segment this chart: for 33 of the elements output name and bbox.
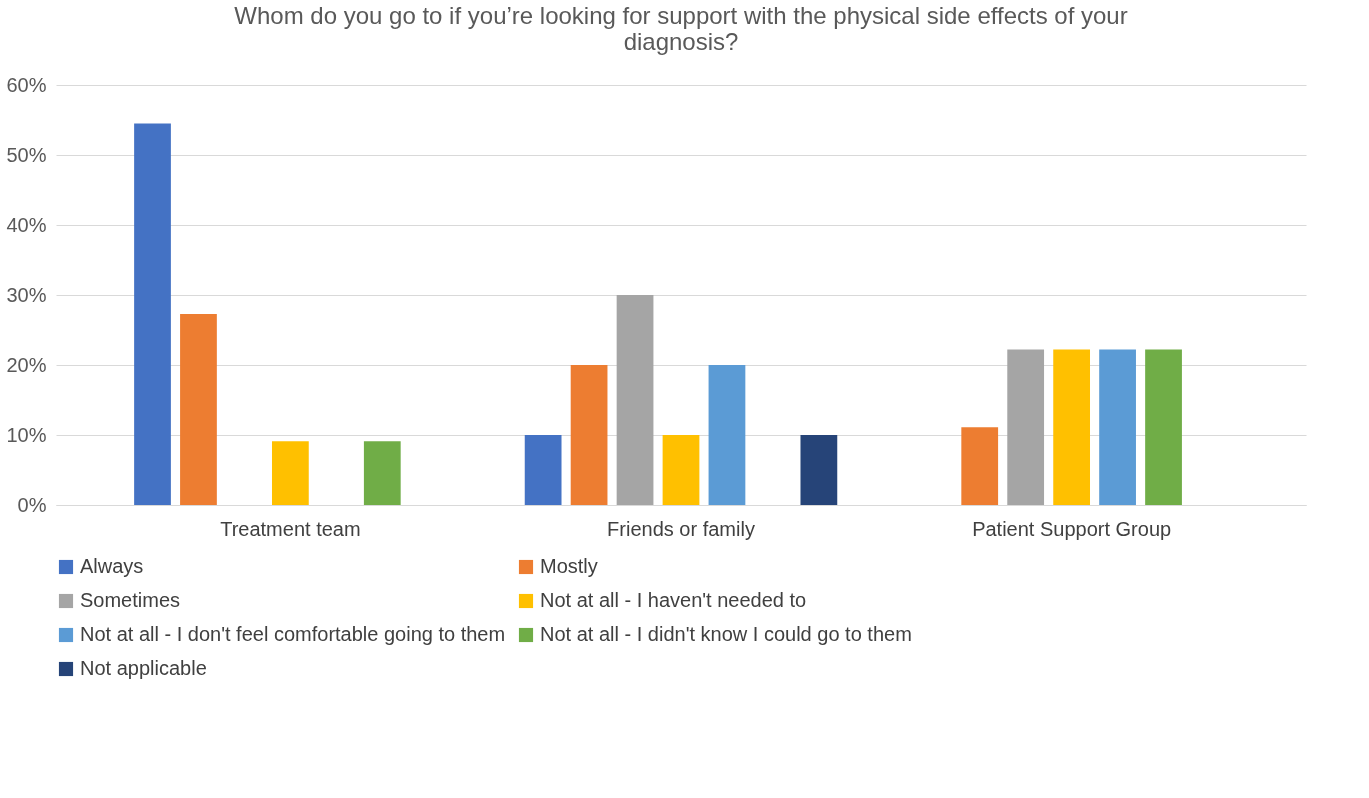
y-tick-label: 10% (6, 423, 47, 446)
bar (570, 365, 608, 505)
legend-label: Sometimes (80, 589, 181, 611)
x-tick-label: Patient Support Group (972, 517, 1172, 540)
bar (363, 441, 401, 505)
bar (800, 435, 838, 505)
bar (180, 313, 217, 505)
bar (271, 441, 309, 505)
bar (524, 435, 562, 505)
legend-label: Not at all - I didn't know I could go to them (540, 623, 912, 645)
bar (961, 427, 999, 505)
legend-label: Not applicable (80, 657, 207, 679)
bar (1145, 349, 1182, 505)
bar (708, 365, 746, 505)
y-tick-label: 60% (6, 73, 47, 96)
y-tick-label: 50% (6, 143, 47, 166)
y-tick-label: 20% (6, 353, 47, 376)
bar (1007, 349, 1045, 505)
legend-label: Mostly (540, 555, 598, 577)
legend-label: Not at all - I haven't needed to (540, 589, 807, 611)
legend-label: Always (80, 555, 144, 577)
bar (1053, 349, 1091, 505)
bar (616, 295, 654, 505)
y-tick-label: 40% (6, 213, 47, 236)
x-tick-label: Friends or family (607, 517, 755, 540)
bar (1099, 349, 1136, 505)
y-tick-label: 0% (17, 493, 47, 516)
chart-title: Whom do you go to if you’re looking for support with the physical side effects of your diagnosis? (234, 2, 1128, 55)
x-tick-label: Treatment team (220, 517, 361, 540)
bar (134, 123, 171, 505)
y-tick-label: 30% (6, 283, 47, 306)
legend-label: Not at all - I don't feel comfortable going to them (80, 623, 506, 645)
bar (662, 435, 700, 505)
